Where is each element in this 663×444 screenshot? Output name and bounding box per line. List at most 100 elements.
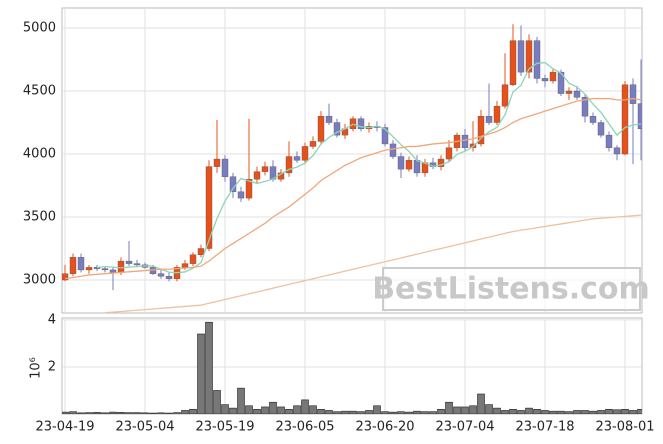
candle-body — [125, 260, 133, 264]
candle-body — [317, 116, 325, 142]
volume-bar — [325, 410, 333, 414]
x-tick-label: 23-05-19 — [195, 420, 254, 435]
y-tick-label: 5000 — [23, 21, 56, 36]
volume-bar — [397, 411, 405, 414]
volume-bar — [229, 407, 237, 414]
volume-bar — [117, 412, 125, 414]
x-tick-label: 23-07-18 — [515, 420, 574, 435]
candle-body — [157, 273, 165, 277]
candle-body — [261, 166, 269, 172]
x-tick-label: 23-06-20 — [355, 420, 414, 435]
volume-bar — [341, 410, 349, 414]
volume-bar — [613, 409, 621, 414]
y-tick-label: 4 — [48, 312, 56, 327]
candle-body — [205, 166, 213, 249]
volume-panel — [61, 317, 643, 415]
volume-bar — [333, 411, 341, 414]
volume-bar — [157, 412, 165, 414]
volume-bar — [461, 406, 469, 414]
candle-body — [325, 116, 333, 123]
moving-average — [64, 97, 642, 280]
candle-body — [485, 116, 493, 123]
volume-bar — [237, 387, 245, 414]
volume-bar — [261, 406, 269, 414]
candle-body — [549, 71, 557, 82]
y-tick-label: 4500 — [23, 84, 56, 99]
candle-body — [629, 84, 637, 104]
candle-body — [565, 90, 573, 94]
volume-bar — [197, 333, 205, 414]
volume-plot — [62, 321, 642, 414]
volume-bar — [189, 408, 197, 414]
candle-body — [445, 147, 453, 160]
x-tick-label: 23-08-01 — [595, 420, 654, 435]
candle-body — [461, 134, 469, 148]
candle-body — [165, 276, 173, 279]
y-tick-label: 3500 — [23, 210, 56, 225]
volume-bar — [533, 408, 541, 414]
candle-body — [85, 267, 93, 271]
candle-body — [613, 147, 621, 155]
candle-body — [69, 257, 77, 274]
volume-bar — [77, 412, 85, 414]
candle-body — [333, 122, 341, 136]
volume-bar — [517, 410, 525, 414]
volume-bar — [141, 412, 149, 414]
volume-bar — [357, 411, 365, 414]
candle-body — [101, 268, 109, 271]
volume-bar — [629, 410, 637, 414]
y-tick-label: 3000 — [23, 272, 56, 287]
volume-bar — [213, 390, 221, 414]
y-tick-label: 2 — [48, 359, 56, 374]
candle-body — [557, 71, 565, 94]
volume-bar — [149, 412, 157, 414]
candle-body — [62, 273, 69, 281]
volume-bar — [133, 412, 141, 414]
x-tick-label: 23-07-04 — [435, 420, 494, 435]
volume-bar — [501, 410, 509, 414]
candle-body — [501, 84, 509, 107]
volume-bar — [69, 411, 77, 414]
candle-body — [245, 179, 253, 199]
volume-bar — [621, 408, 629, 414]
volume-bar — [389, 411, 397, 414]
volume-unit: 10⁶ — [29, 357, 44, 379]
volume-bar — [485, 404, 493, 414]
volume-bar — [493, 407, 501, 414]
candle-body — [77, 257, 85, 271]
candle-body — [413, 160, 421, 174]
candle-body — [197, 248, 205, 255]
volume-bar — [581, 410, 589, 414]
candle-body — [525, 40, 533, 73]
candle-body — [541, 78, 549, 82]
volume-bar — [469, 405, 477, 414]
x-tick-label: 23-04-19 — [35, 420, 94, 435]
candle-body — [621, 84, 629, 155]
volume-bar — [317, 408, 325, 414]
x-tick-label: 23-06-05 — [275, 420, 334, 435]
candle-body — [517, 40, 525, 73]
candle-body — [301, 146, 309, 161]
volume-bar — [589, 410, 597, 414]
candle-body — [437, 158, 445, 167]
candle-body — [253, 171, 261, 180]
volume-bar — [349, 410, 357, 414]
volume-bar — [309, 405, 317, 414]
volume-bar — [101, 412, 109, 414]
volume-bar — [413, 410, 421, 414]
volume-bar — [509, 408, 517, 414]
price-plot — [62, 24, 642, 313]
volume-bar — [173, 412, 181, 414]
volume-bar — [253, 408, 261, 414]
volume-bar — [525, 407, 533, 414]
volume-bar — [109, 411, 117, 414]
candle-body — [533, 40, 541, 79]
candle-body — [181, 263, 189, 268]
watermark: BestListens.com — [372, 267, 650, 311]
volume-bar — [285, 408, 293, 414]
candle-body — [597, 122, 605, 136]
volume-bar — [373, 405, 381, 414]
candle-body — [293, 156, 301, 161]
volume-bar — [125, 412, 133, 414]
